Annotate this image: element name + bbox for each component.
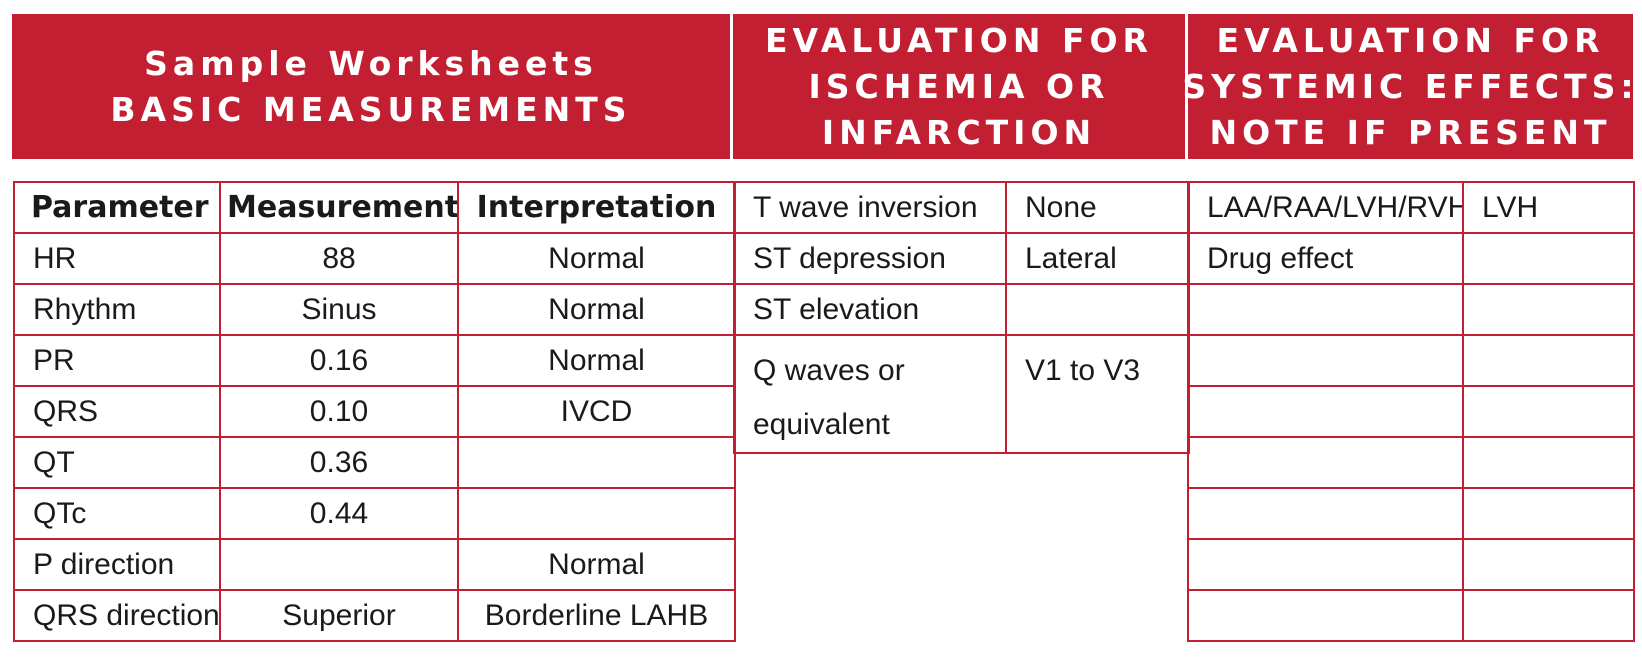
systemic-finding-cell: [1187, 436, 1464, 489]
col-header-measurement: Measurement: [219, 181, 459, 234]
interpretation-cell: [457, 487, 736, 540]
header-systemic-line1: EVALUATION FOR: [1216, 20, 1605, 60]
systemic-value-cell: [1462, 283, 1635, 336]
measurement-cell: 88: [219, 232, 459, 285]
measurement-cell: 0.44: [219, 487, 459, 540]
table-row: QRS direction Superior Borderline LAHB: [13, 589, 736, 642]
q-waves-value-cell: V1 to V3: [1005, 334, 1190, 454]
systemic-finding-cell: LAA/RAA/LVH/RVH: [1187, 181, 1464, 234]
systemic-finding-cell: [1187, 487, 1464, 540]
table-row: [1187, 436, 1635, 489]
basic-header-row: Parameter Measurement Interpretation: [13, 181, 736, 234]
basic-measurements-table: Parameter Measurement Interpretation HR …: [13, 181, 736, 642]
table-row: QT 0.36: [13, 436, 736, 489]
measurement-cell: 0.36: [219, 436, 459, 489]
table-row: [1187, 334, 1635, 387]
measurement-cell: Sinus: [219, 283, 459, 336]
interpretation-cell: Normal: [457, 334, 736, 387]
systemic-finding-cell: Drug effect: [1187, 232, 1464, 285]
systemic-value-cell: [1462, 334, 1635, 387]
table-row: LAA/RAA/LVH/RVH LVH: [1187, 181, 1635, 234]
systemic-finding-cell: [1187, 589, 1464, 642]
ischemia-finding-cell: ST elevation: [733, 283, 1007, 336]
header-ischemia: EVALUATION FOR ISCHEMIA OR INFARCTION: [733, 14, 1185, 159]
interpretation-cell: [457, 436, 736, 489]
parameter-cell: QT: [13, 436, 221, 489]
systemic-finding-cell: [1187, 385, 1464, 438]
table-row: [1187, 487, 1635, 540]
parameter-cell: PR: [13, 334, 221, 387]
systemic-value-cell: [1462, 232, 1635, 285]
parameter-cell: QRS: [13, 385, 221, 438]
table-row: [1187, 283, 1635, 336]
table-row: P direction Normal: [13, 538, 736, 591]
q-waves-line2: equivalent: [753, 408, 890, 441]
table-row: QRS 0.10 IVCD: [13, 385, 736, 438]
ischemia-finding-cell: ST depression: [733, 232, 1007, 285]
ischemia-value-cell: None: [1005, 181, 1190, 234]
table-row: Drug effect: [1187, 232, 1635, 285]
q-waves-cell: Q waves or equivalent: [733, 334, 1007, 454]
interpretation-cell: Normal: [457, 283, 736, 336]
parameter-cell: Rhythm: [13, 283, 221, 336]
interpretation-cell: Borderline LAHB: [457, 589, 736, 642]
header-systemic-effects: EVALUATION FOR SYSTEMIC EFFECTS: NOTE IF…: [1182, 14, 1634, 159]
header-basic-line1: Sample Worksheets: [144, 43, 598, 83]
systemic-value-cell: [1462, 385, 1635, 438]
interpretation-cell: Normal: [457, 538, 736, 591]
ischemia-finding-cell: T wave inversion: [733, 181, 1007, 234]
parameter-cell: HR: [13, 232, 221, 285]
systemic-finding-cell: [1187, 334, 1464, 387]
col-header-interpretation: Interpretation: [457, 181, 736, 234]
interpretation-cell: IVCD: [457, 385, 736, 438]
header-systemic-line3: NOTE IF PRESENT: [1209, 112, 1612, 152]
measurement-cell: Superior: [219, 589, 459, 642]
table-row: QTc 0.44: [13, 487, 736, 540]
table-row: HR 88 Normal: [13, 232, 736, 285]
ischemia-infarction-table: T wave inversion None ST depression Late…: [733, 181, 1190, 454]
measurement-cell: 0.16: [219, 334, 459, 387]
interpretation-cell: Normal: [457, 232, 736, 285]
systemic-value-cell: LVH: [1462, 181, 1635, 234]
systemic-finding-cell: [1187, 283, 1464, 336]
header-ischemia-line2: ISCHEMIA OR: [808, 66, 1110, 106]
q-waves-line1: Q waves or: [753, 354, 905, 387]
systemic-value-cell: [1462, 436, 1635, 489]
measurement-cell: 0.10: [219, 385, 459, 438]
systemic-value-cell: [1462, 538, 1635, 591]
systemic-effects-table: LAA/RAA/LVH/RVH LVH Drug effect: [1187, 181, 1635, 642]
table-row: T wave inversion None: [733, 181, 1190, 234]
table-row: ST elevation: [733, 283, 1190, 336]
parameter-cell: QTc: [13, 487, 221, 540]
header-systemic-line2: SYSTEMIC EFFECTS:: [1182, 66, 1639, 106]
ischemia-value-cell: [1005, 283, 1190, 336]
table-row: [1187, 385, 1635, 438]
systemic-value-cell: [1462, 589, 1635, 642]
table-row: PR 0.16 Normal: [13, 334, 736, 387]
systemic-finding-cell: [1187, 538, 1464, 591]
measurement-cell: [219, 538, 459, 591]
header-basic-measurements: Sample Worksheets BASIC MEASUREMENTS: [12, 14, 730, 159]
col-header-parameter: Parameter: [13, 181, 221, 234]
ischemia-value-cell: Lateral: [1005, 232, 1190, 285]
parameter-cell: QRS direction: [13, 589, 221, 642]
header-basic-line2: BASIC MEASUREMENTS: [110, 89, 632, 129]
header-ischemia-line1: EVALUATION FOR: [765, 20, 1153, 60]
systemic-value-cell: [1462, 487, 1635, 540]
table-row: ST depression Lateral: [733, 232, 1190, 285]
parameter-cell: P direction: [13, 538, 221, 591]
table-row: Rhythm Sinus Normal: [13, 283, 736, 336]
table-row: [1187, 538, 1635, 591]
table-row: [1187, 589, 1635, 642]
header-ischemia-line3: INFARCTION: [821, 112, 1097, 152]
